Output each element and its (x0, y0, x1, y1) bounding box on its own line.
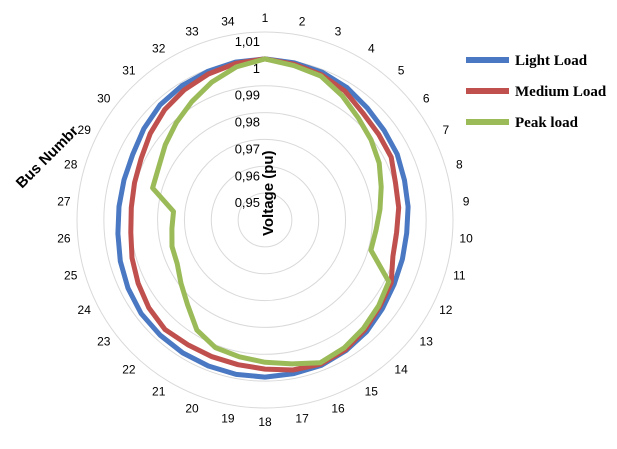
category-label: 31 (122, 64, 136, 78)
category-label: 22 (122, 362, 136, 376)
ring-tick-label: 0,95 (235, 195, 260, 210)
grid-ring (237, 192, 293, 248)
ring-tick-label: 0,99 (235, 88, 260, 103)
series-line-1 (115, 56, 411, 380)
category-label: 10 (459, 232, 473, 246)
category-label: 3 (335, 25, 342, 39)
ring-tick-label: 0,98 (235, 115, 260, 130)
category-label: 5 (398, 64, 405, 78)
category-label: 1 (262, 11, 269, 25)
category-label: 25 (64, 268, 78, 282)
category-label: 11 (453, 268, 466, 282)
ring-tick-label: 1,01 (235, 34, 260, 49)
category-label: 21 (152, 385, 166, 399)
category-label: 14 (394, 362, 408, 376)
category-label: 13 (420, 335, 434, 349)
category-label: 16 (331, 401, 345, 415)
category-label: 30 (97, 91, 111, 105)
series-line-2 (128, 56, 402, 373)
category-label: 20 (185, 401, 199, 415)
category-label: 26 (57, 232, 71, 246)
category-label: 9 (463, 194, 470, 208)
legend-label: Peak load (515, 115, 579, 131)
category-label: 18 (258, 415, 272, 429)
category-label: 34 (221, 14, 235, 28)
category-label: 19 (221, 412, 235, 426)
category-label: 28 (64, 158, 78, 172)
category-label: 7 (442, 123, 449, 137)
value-axis-title: Voltage (pu) (260, 150, 277, 236)
legend: Light Load Medium Load Peak load (466, 53, 607, 131)
category-label: 6 (423, 91, 430, 105)
category-label: 23 (97, 335, 111, 349)
grid-ring (157, 112, 373, 328)
ring-tick-labels: 0,95 0,96 0,97 0,98 0,99 1 1,01 (235, 34, 260, 210)
grid-ring (183, 138, 347, 302)
category-label: 29 (78, 123, 92, 137)
legend-label: Light Load (515, 53, 588, 69)
category-label: 4 (368, 41, 375, 55)
category-label: 24 (78, 303, 92, 317)
category-label: 33 (185, 25, 199, 39)
legend-label: Medium Load (515, 84, 607, 100)
category-label: 32 (152, 41, 166, 55)
ring-tick-label: 1 (253, 61, 260, 76)
category-label: 27 (57, 194, 71, 208)
series-layer (115, 56, 411, 380)
category-label: 2 (299, 14, 306, 28)
category-label: 12 (439, 303, 453, 317)
category-label: 8 (456, 158, 463, 172)
ring-tick-label: 0,97 (235, 141, 260, 156)
grid-ring (76, 31, 454, 409)
grid-ring (210, 165, 320, 275)
category-label: 17 (295, 412, 309, 426)
category-labels: 1 234567891011121314151617181920212223242… (57, 11, 473, 429)
series-line-3 (150, 56, 392, 367)
ring-tick-label: 0,96 (235, 168, 260, 183)
category-label: 15 (365, 385, 379, 399)
